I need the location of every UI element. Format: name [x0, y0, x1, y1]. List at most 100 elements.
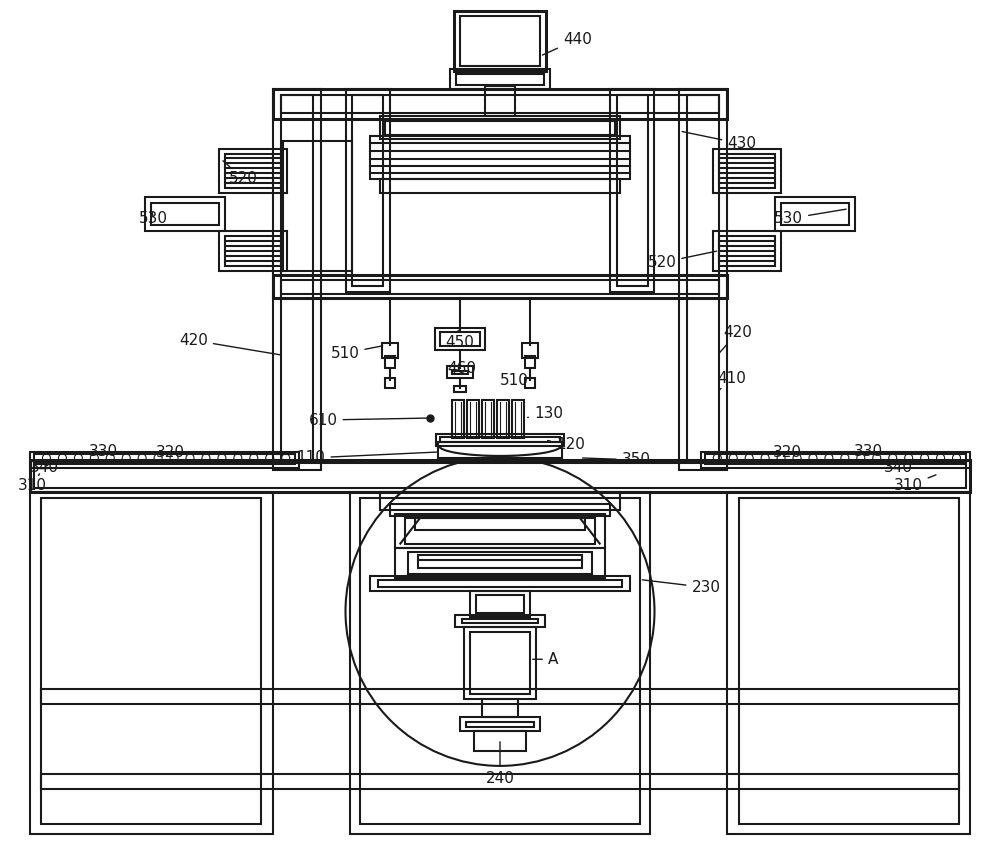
Bar — [456, 74, 544, 86]
Bar — [713, 231, 781, 270]
Bar — [476, 595, 524, 613]
Bar — [350, 492, 650, 834]
Bar — [438, 442, 562, 458]
Text: 340: 340 — [884, 460, 924, 475]
Text: 420: 420 — [719, 325, 752, 353]
Bar — [219, 149, 287, 192]
Bar — [405, 518, 595, 544]
Bar — [525, 378, 535, 388]
Bar — [225, 154, 281, 188]
Text: 420: 420 — [179, 333, 280, 355]
Bar — [460, 717, 540, 731]
Text: 520: 520 — [648, 251, 717, 270]
Bar — [382, 343, 398, 358]
Bar — [41, 689, 959, 705]
Bar — [701, 452, 970, 468]
Text: 120: 120 — [548, 438, 585, 452]
Bar — [485, 86, 515, 116]
Bar — [470, 592, 530, 617]
Bar — [30, 452, 299, 468]
Bar — [679, 89, 727, 470]
Bar — [464, 628, 536, 699]
Text: 440: 440 — [542, 32, 592, 55]
Bar — [395, 547, 605, 577]
Bar — [145, 197, 225, 231]
Bar — [281, 95, 313, 462]
Bar — [395, 514, 605, 547]
Text: 240: 240 — [486, 742, 514, 787]
Bar — [482, 400, 494, 438]
Text: 530: 530 — [774, 209, 846, 227]
Text: 350: 350 — [583, 452, 651, 468]
Text: 130: 130 — [528, 405, 563, 421]
Text: 460: 460 — [447, 361, 476, 375]
Bar — [462, 619, 538, 623]
Text: 520: 520 — [223, 161, 258, 186]
Bar — [512, 400, 524, 438]
Bar — [34, 454, 295, 464]
Bar — [385, 378, 395, 388]
Bar — [687, 95, 719, 462]
Bar — [380, 492, 620, 510]
Text: 320: 320 — [773, 445, 814, 460]
Text: A: A — [533, 652, 558, 667]
Bar — [30, 492, 273, 834]
Bar — [450, 69, 550, 89]
Text: 510: 510 — [500, 368, 529, 387]
Bar — [440, 333, 480, 346]
Bar — [380, 116, 620, 139]
Text: 230: 230 — [642, 580, 720, 595]
Bar — [273, 89, 321, 470]
Bar — [474, 731, 526, 751]
Bar — [460, 16, 540, 66]
Bar — [380, 179, 620, 192]
Bar — [273, 275, 727, 298]
Bar — [470, 633, 530, 694]
Bar — [41, 774, 959, 789]
Bar — [455, 616, 545, 628]
Text: 330: 330 — [854, 445, 883, 459]
Bar — [466, 722, 534, 727]
Bar — [482, 699, 518, 717]
Text: 410: 410 — [717, 371, 746, 390]
Bar — [151, 203, 219, 225]
Text: 310: 310 — [18, 474, 47, 493]
Text: 330: 330 — [88, 445, 117, 459]
Bar — [370, 136, 630, 179]
Bar — [775, 197, 855, 231]
Bar — [283, 141, 352, 270]
Bar — [610, 89, 654, 292]
Bar — [452, 400, 464, 438]
Bar — [467, 400, 479, 438]
Bar — [41, 498, 261, 823]
Bar — [719, 236, 775, 266]
Bar — [713, 149, 781, 192]
Bar — [447, 366, 473, 378]
Text: 510: 510 — [331, 345, 383, 361]
Bar — [390, 504, 610, 516]
Bar — [346, 89, 390, 292]
Bar — [440, 437, 560, 442]
Bar — [30, 460, 970, 492]
Text: 320: 320 — [156, 445, 185, 460]
Bar — [415, 518, 585, 529]
Bar — [727, 492, 970, 834]
Bar — [522, 343, 538, 358]
Bar — [408, 551, 592, 574]
Bar — [525, 357, 535, 369]
Bar — [454, 11, 546, 71]
Bar — [418, 555, 582, 568]
Text: 530: 530 — [139, 211, 168, 227]
Bar — [436, 434, 564, 446]
Text: 310: 310 — [894, 475, 936, 493]
Bar — [435, 328, 485, 351]
Bar — [452, 371, 468, 374]
Bar — [454, 386, 466, 392]
Bar — [719, 154, 775, 188]
Bar — [360, 498, 640, 823]
Text: 430: 430 — [682, 132, 756, 151]
Bar — [705, 454, 966, 464]
Bar — [385, 121, 615, 135]
Bar — [225, 236, 281, 266]
Bar — [617, 95, 648, 286]
